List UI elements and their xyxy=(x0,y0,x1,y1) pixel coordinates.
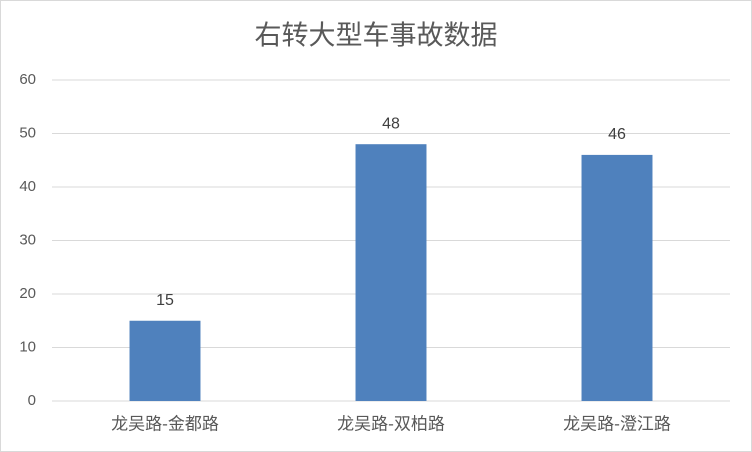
bar xyxy=(581,154,653,401)
data-label: 46 xyxy=(608,126,626,143)
y-tick-label: 50 xyxy=(19,124,36,141)
x-tick-label: 龙吴路-双柏路 xyxy=(337,415,445,435)
y-tick-label: 30 xyxy=(19,231,36,248)
chart-title: 右转大型车事故数据 xyxy=(255,21,498,52)
x-tick-label: 龙吴路-澄江路 xyxy=(563,415,671,435)
y-tick-label: 10 xyxy=(19,338,36,355)
y-tick-label: 40 xyxy=(19,178,36,195)
data-label: 15 xyxy=(156,292,174,309)
y-tick-label: 20 xyxy=(19,285,36,302)
data-label: 48 xyxy=(382,115,400,132)
bar xyxy=(129,320,201,401)
bar xyxy=(355,144,427,401)
y-tick-label: 60 xyxy=(19,71,36,88)
y-tick-label: 0 xyxy=(28,392,36,409)
x-tick-label: 龙吴路-金都路 xyxy=(111,415,219,435)
